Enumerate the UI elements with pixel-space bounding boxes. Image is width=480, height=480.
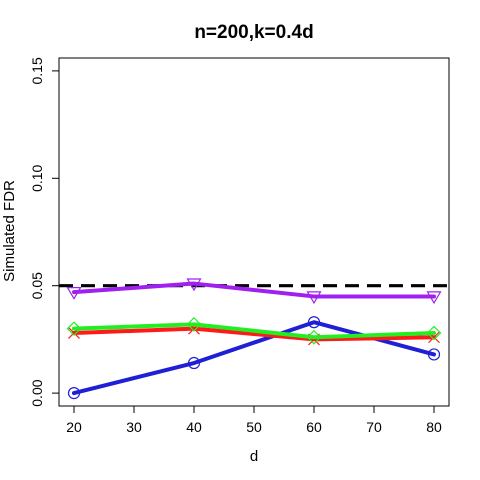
data-point	[187, 356, 201, 370]
x-tick-label: 80	[426, 419, 442, 435]
data-point	[67, 387, 81, 400]
data-point	[306, 291, 322, 305]
x-tick-label: 70	[366, 419, 382, 435]
x-tick-label: 30	[126, 419, 142, 435]
x-axis-label: d	[250, 448, 258, 465]
y-tick-label: 0.10	[29, 164, 45, 191]
y-tick-label: 0.00	[29, 379, 45, 406]
data-point	[426, 325, 442, 341]
data-point	[66, 286, 82, 300]
data-point	[66, 321, 82, 337]
plot-frame	[58, 57, 450, 407]
data-point	[426, 291, 442, 305]
y-axis-label: Simulated FDR	[1, 180, 18, 282]
data-point	[306, 329, 322, 345]
y-tick-label: 0.15	[29, 57, 45, 84]
x-tick-label: 20	[66, 419, 82, 435]
chart-title: n=200,k=0.4d	[194, 22, 313, 43]
series-line	[72, 322, 436, 340]
x-tick-label: 60	[306, 419, 322, 435]
data-point	[186, 317, 202, 332]
x-tick-label: 50	[246, 419, 262, 435]
x-tick-label: 40	[186, 419, 202, 435]
data-point	[186, 278, 202, 292]
plot-layer: 20 30 40 50 60 70 80 0.00 0.05 0.10 0.15	[29, 57, 450, 435]
y-tick-label: 0.05	[29, 272, 45, 299]
series-line	[72, 326, 436, 342]
data-point	[427, 348, 441, 361]
data-point	[307, 316, 321, 329]
series-line	[72, 281, 436, 299]
